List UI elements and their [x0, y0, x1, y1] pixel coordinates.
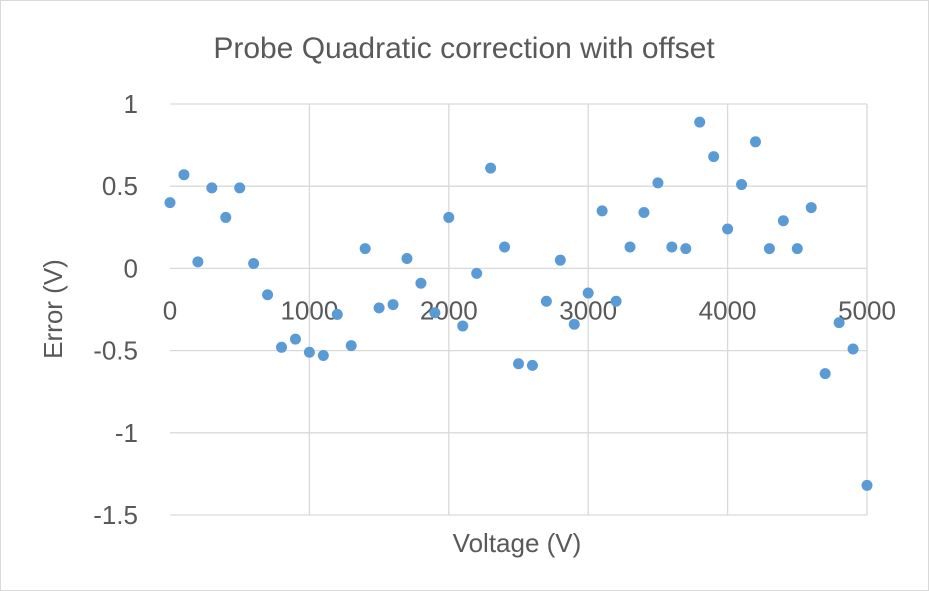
data-point: [220, 211, 232, 223]
data-point: [596, 205, 608, 217]
data-point: [345, 340, 357, 352]
data-point: [861, 479, 873, 491]
data-point: [666, 241, 678, 253]
data-point: [513, 358, 524, 370]
y-tick-label: -1: [115, 418, 138, 448]
data-point: [708, 151, 720, 163]
data-point: [736, 179, 748, 191]
data-point: [777, 215, 789, 227]
y-tick-label: 0.5: [102, 171, 138, 201]
tick-labels: 1 0.5 0 -0.5 -1 -1.5 0 1000 2000 3000 4000 5000: [93, 89, 896, 530]
y-tick-label: -0.5: [93, 336, 138, 366]
data-point: [610, 295, 622, 307]
data-point: [499, 241, 511, 253]
data-point: [847, 343, 859, 355]
data-point: [248, 257, 260, 269]
data-point: [749, 136, 761, 148]
x-tick-label: 3000: [559, 295, 617, 325]
x-tick-label: 2000: [420, 295, 478, 325]
data-point: [568, 318, 580, 330]
chart-title: Probe Quadratic correction with offset: [213, 32, 715, 65]
data-point: [429, 307, 441, 319]
data-point: [763, 243, 775, 255]
data-point: [526, 359, 538, 371]
data-point: [192, 256, 204, 268]
y-axis-label: Error (V): [38, 259, 68, 359]
y-tick-label: 0: [124, 253, 138, 283]
data-point: [276, 341, 288, 353]
data-point: [262, 289, 274, 301]
data-point: [680, 243, 692, 255]
gridlines: [170, 103, 868, 516]
data-point: [317, 350, 329, 362]
data-point: [805, 202, 817, 214]
data-point: [457, 320, 469, 332]
data-point: [582, 287, 594, 299]
data-point: [791, 243, 803, 255]
data-point: [833, 317, 845, 329]
data-point: [485, 162, 497, 174]
data-point: [471, 267, 483, 279]
data-point: [540, 295, 552, 307]
data-point: [415, 277, 427, 289]
y-tick-label: -1.5: [93, 500, 138, 530]
data-point: [331, 308, 343, 320]
x-tick-label: 0: [163, 295, 177, 325]
data-point: [624, 241, 636, 253]
data-point: [638, 207, 650, 219]
data-point: [819, 368, 831, 380]
data-point: [303, 346, 315, 358]
data-point: [373, 302, 385, 314]
data-point: [164, 197, 176, 209]
data-point: [401, 253, 413, 265]
data-points: [164, 116, 873, 491]
data-point: [359, 243, 371, 255]
data-point: [652, 177, 664, 189]
data-point: [234, 182, 246, 194]
x-axis-label: Voltage (V): [453, 528, 582, 558]
data-point: [554, 254, 566, 266]
data-point: [443, 211, 455, 223]
data-point: [178, 169, 190, 181]
x-tick-label: 5000: [838, 295, 896, 325]
data-point: [206, 182, 218, 194]
x-tick-label: 1000: [280, 295, 338, 325]
data-point: [289, 333, 301, 345]
data-point: [694, 116, 706, 128]
data-point: [722, 223, 734, 235]
data-point: [387, 299, 399, 311]
y-tick-label: 1: [124, 89, 138, 119]
x-tick-label: 4000: [699, 295, 757, 325]
